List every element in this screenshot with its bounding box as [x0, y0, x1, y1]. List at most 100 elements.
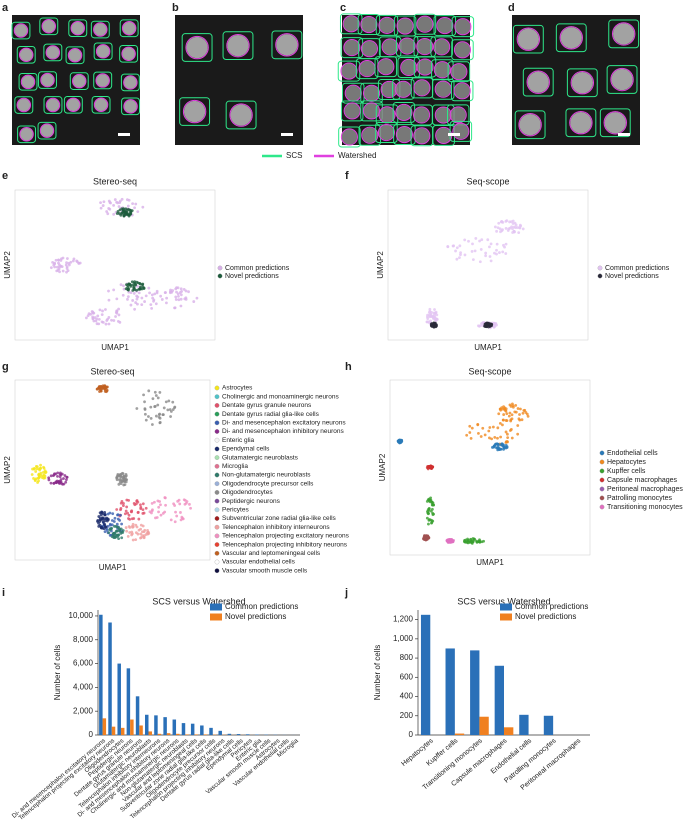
bar	[139, 725, 143, 735]
cell-point	[144, 294, 148, 298]
cell-point	[120, 536, 124, 540]
cell-point	[98, 511, 102, 515]
legend-marker	[599, 504, 605, 510]
cell-point	[154, 302, 158, 306]
cell-point	[424, 536, 427, 540]
cell-point	[65, 475, 69, 479]
cell-point	[59, 478, 63, 481]
cell-point	[468, 431, 472, 434]
cell-point	[75, 259, 79, 263]
cell-point	[483, 322, 487, 326]
cell-point	[125, 198, 129, 202]
bar	[420, 614, 431, 735]
cell-point	[63, 474, 67, 477]
cell-point	[120, 530, 124, 534]
watershed-boundary	[395, 103, 413, 121]
watershed-boundary	[95, 73, 110, 88]
cell-point	[131, 538, 135, 542]
cell-point	[42, 470, 45, 474]
cell-point	[118, 320, 122, 324]
nucleus	[46, 98, 60, 112]
cell-point	[89, 312, 93, 316]
cell-point	[504, 446, 508, 450]
legend-label: Kupffer cells	[607, 468, 646, 475]
cell-point	[508, 226, 512, 230]
cell-point	[153, 292, 157, 296]
cell-point	[479, 435, 483, 438]
cell-point	[151, 296, 155, 300]
cell-point	[471, 242, 474, 246]
cell-point	[174, 298, 178, 301]
legend-label: Glutamatergic neuroblasts	[222, 454, 299, 461]
cell-point	[499, 220, 503, 224]
cell-point	[112, 288, 116, 292]
cell-point	[134, 538, 138, 542]
cell-point	[141, 508, 145, 512]
cell-point	[496, 226, 500, 230]
watershed-boundary	[360, 15, 378, 34]
cell-point	[103, 530, 107, 534]
bar	[154, 715, 158, 735]
cell-point	[510, 436, 514, 440]
legend-label: Peritoneal macrophages	[607, 486, 683, 493]
cell-point	[430, 324, 434, 328]
cell-point	[47, 478, 51, 482]
cell-point	[119, 501, 123, 505]
cell-point	[180, 515, 184, 519]
nucleus	[122, 47, 136, 61]
bar	[246, 734, 250, 735]
panel-label: h	[345, 361, 352, 373]
cell-point	[124, 474, 128, 478]
bar	[102, 718, 107, 735]
cell-point	[115, 309, 119, 313]
nucleus	[417, 59, 433, 75]
watershed-boundary	[569, 111, 593, 135]
cell-point	[95, 317, 99, 321]
legend-marker	[599, 495, 605, 501]
watershed-boundary	[516, 27, 541, 51]
watershed-boundary	[449, 106, 467, 124]
nucleus	[186, 36, 208, 59]
cell-point	[430, 521, 433, 525]
cell-point	[469, 437, 473, 440]
nucleus	[451, 64, 467, 80]
nucleus	[361, 40, 378, 57]
legend-label: Common predictions	[605, 265, 670, 272]
nucleus	[397, 18, 413, 34]
cell-point	[498, 251, 501, 254]
cell-point	[49, 266, 53, 270]
nucleus	[361, 16, 377, 33]
cell-point	[115, 533, 119, 537]
cell-point	[111, 531, 115, 535]
cell-point	[64, 263, 68, 267]
cell-point	[139, 532, 143, 536]
cell-point	[65, 261, 68, 265]
cell-point	[44, 470, 48, 474]
nucleus	[72, 74, 86, 88]
legend-label: Common predictions	[225, 602, 298, 611]
nucleus	[359, 60, 375, 77]
legend-label: Transitioning monocytes	[607, 504, 683, 511]
cell-point	[467, 239, 470, 243]
bar	[209, 727, 213, 735]
cell-point	[140, 303, 144, 307]
nucleus	[378, 124, 395, 141]
scs-boundary	[120, 73, 140, 92]
watershed-boundary	[93, 22, 108, 37]
cell-point	[511, 231, 515, 234]
bar	[203, 734, 208, 735]
cell-point	[485, 323, 489, 327]
cell-point	[431, 314, 435, 318]
cell-point	[119, 513, 122, 517]
cell-point	[61, 269, 65, 273]
cell-point	[39, 473, 43, 477]
cell-point	[427, 522, 430, 526]
cell-point	[489, 259, 493, 263]
bar	[445, 648, 455, 735]
cell-point	[516, 432, 520, 436]
nucleus	[455, 18, 471, 35]
cell-point	[487, 429, 491, 433]
cell-point	[133, 206, 136, 210]
cell-point	[115, 311, 119, 315]
cell-point	[34, 470, 38, 473]
